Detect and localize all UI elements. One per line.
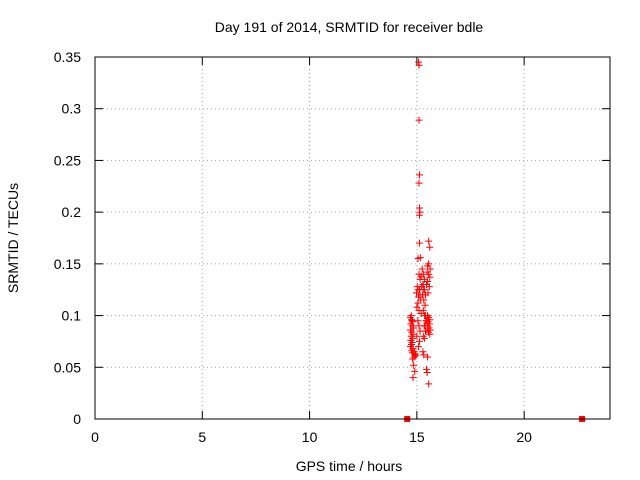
- y-tick-label: 0.2: [62, 204, 82, 220]
- data-point: [420, 296, 428, 304]
- data-point: [417, 272, 425, 280]
- data-point: [415, 116, 423, 124]
- data-point: [409, 374, 417, 382]
- data-point: [420, 334, 428, 342]
- y-tick-label: 0.15: [54, 256, 81, 272]
- data-point: [421, 312, 429, 320]
- data-point: [413, 332, 421, 340]
- data-point: [422, 327, 430, 335]
- data-point: [412, 289, 420, 297]
- x-tick-label: 15: [409, 429, 425, 445]
- data-point: [424, 353, 432, 361]
- data-point: [414, 255, 422, 263]
- data-point: [425, 237, 433, 245]
- data-point: [419, 306, 427, 314]
- y-tick-label: 0.3: [62, 101, 82, 117]
- data-point: [423, 365, 431, 373]
- data-point: [425, 283, 433, 291]
- y-axis-label: SRMTID / TECUs: [5, 183, 21, 293]
- data-point: [418, 265, 426, 273]
- data-point: [420, 275, 428, 283]
- grid-layer: [95, 57, 610, 419]
- data-point: [426, 273, 434, 281]
- x-tick-label: 10: [302, 429, 318, 445]
- x-tick-label: 20: [516, 429, 532, 445]
- data-point: [415, 239, 423, 247]
- data-point: [415, 343, 423, 351]
- data-point: [414, 299, 422, 307]
- tick-layer: [94, 56, 610, 420]
- data-point: [410, 361, 418, 369]
- data-point: [412, 352, 420, 360]
- data-point: [415, 179, 423, 187]
- data-point: [415, 61, 423, 69]
- data-point: [425, 380, 433, 388]
- data-point: [415, 337, 423, 345]
- chart-title: Day 191 of 2014, SRMTID for receiver bdl…: [215, 19, 484, 35]
- data-point: [420, 351, 428, 359]
- x-tick-label: 0: [91, 429, 99, 445]
- x-tick-label: 5: [198, 429, 206, 445]
- data-point: [423, 317, 431, 325]
- data-point: [423, 368, 431, 376]
- data-point: [420, 286, 428, 294]
- data-point: [419, 348, 427, 356]
- y-tick-label: 0.1: [62, 308, 82, 324]
- data-point: [415, 171, 423, 179]
- y-tick-label: 0: [73, 411, 81, 427]
- y-tick-label: 0.05: [54, 359, 81, 375]
- label-layer: 0 0.05 0.1 0.15 0.2 0.25 0.3 0.35 0 5 10 15 20: [54, 49, 532, 445]
- data-point: [426, 265, 434, 273]
- data-point: [426, 243, 434, 251]
- y-tick-label: 0.25: [54, 152, 81, 168]
- data-point: [411, 367, 419, 375]
- data-point: [415, 211, 423, 219]
- y-tick-label: 0.35: [54, 49, 81, 65]
- data-point: [421, 301, 429, 309]
- data-point: [418, 291, 426, 299]
- x-axis-label: GPS time / hours: [296, 458, 403, 474]
- data-point: [414, 317, 422, 325]
- data-point: [426, 330, 434, 338]
- data-point: [407, 312, 415, 320]
- plot-border: [94, 56, 611, 420]
- data-point: [421, 322, 429, 330]
